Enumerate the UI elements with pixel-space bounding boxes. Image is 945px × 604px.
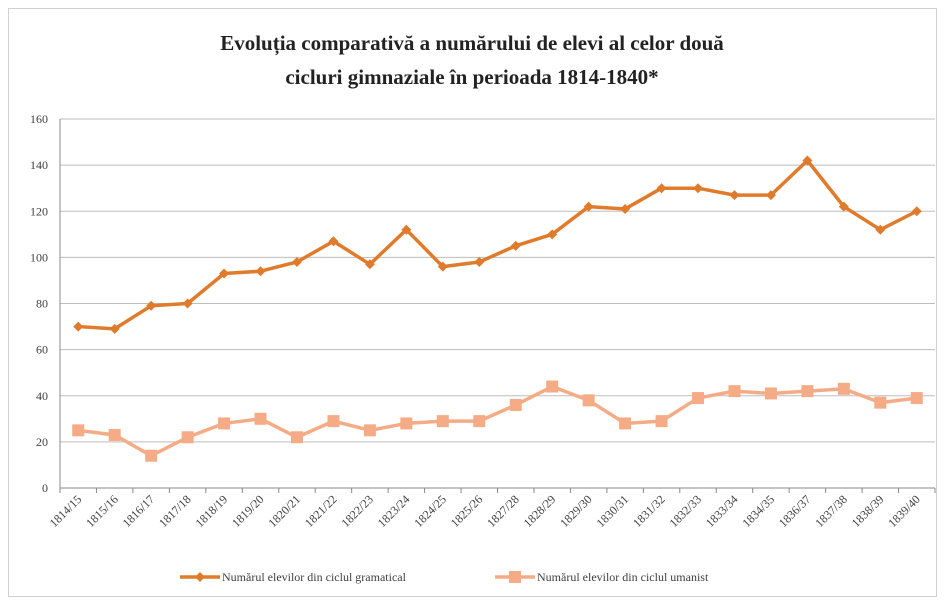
point	[874, 396, 887, 409]
point	[219, 268, 230, 279]
point	[655, 415, 668, 428]
point	[145, 449, 158, 462]
point	[474, 256, 485, 267]
point	[582, 394, 595, 407]
chart-title: Evoluția comparativă a numărului de elev…	[220, 31, 724, 56]
y-tick-label: 40	[36, 389, 48, 403]
point	[108, 428, 121, 441]
point	[802, 155, 813, 166]
y-tick-label: 140	[30, 158, 48, 172]
point	[656, 183, 667, 194]
point	[619, 417, 632, 430]
point	[765, 190, 776, 201]
point	[728, 385, 741, 398]
y-tick-label: 60	[36, 343, 48, 357]
point	[509, 571, 521, 583]
y-tick-label: 120	[30, 204, 48, 218]
point	[72, 424, 85, 437]
y-tick-label: 100	[30, 250, 48, 264]
point	[436, 415, 449, 428]
point	[764, 387, 777, 400]
y-tick-label: 80	[36, 297, 48, 311]
y-tick-label: 20	[36, 435, 48, 449]
point	[437, 261, 448, 272]
point	[146, 300, 157, 311]
point	[290, 431, 303, 444]
y-tick-label: 160	[30, 112, 48, 126]
point	[181, 431, 194, 444]
point	[620, 203, 631, 214]
point	[583, 201, 594, 212]
chart-border	[8, 8, 937, 597]
point	[328, 236, 339, 247]
point	[182, 298, 193, 309]
y-tick-label: 0	[42, 481, 48, 495]
point	[546, 380, 559, 393]
point	[364, 259, 375, 270]
series-line	[78, 158, 918, 331]
point	[510, 240, 521, 251]
point	[327, 415, 340, 428]
series-line	[78, 384, 917, 458]
point	[255, 266, 266, 277]
point	[509, 398, 522, 411]
point	[911, 206, 922, 217]
point	[254, 412, 267, 425]
point	[547, 229, 558, 240]
point	[837, 382, 850, 395]
point	[473, 415, 486, 428]
point	[401, 224, 412, 235]
point	[729, 190, 740, 201]
point	[801, 385, 814, 398]
point	[693, 183, 704, 194]
legend-label: Numărul elevilor din ciclul gramatical	[222, 570, 407, 584]
point	[838, 201, 849, 212]
point	[109, 323, 120, 334]
chart-title: cicluri gimnaziale în perioada 1814-1840…	[285, 65, 658, 89]
point	[291, 256, 302, 267]
point	[692, 392, 705, 405]
point	[910, 392, 923, 405]
point	[195, 572, 205, 582]
legend-label: Numărul elevilor din ciclul umanist	[537, 570, 709, 584]
point	[363, 424, 376, 437]
point	[218, 417, 231, 430]
point	[73, 321, 84, 332]
point	[400, 417, 413, 430]
point	[875, 224, 886, 235]
